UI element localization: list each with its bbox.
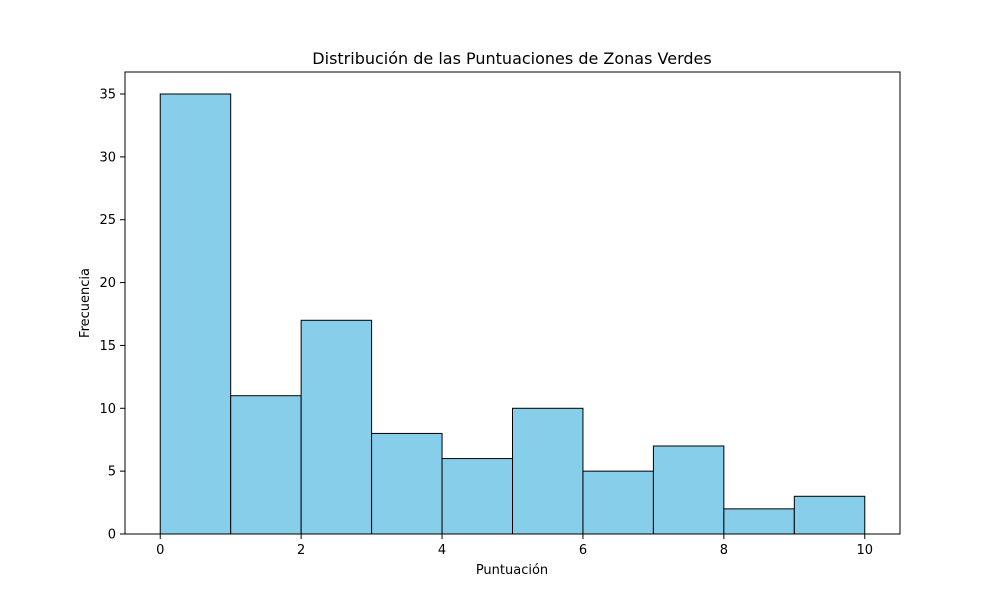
histogram-bar xyxy=(723,508,795,535)
x-axis-label: Puntuación xyxy=(476,563,548,578)
y-tick-label: 25 xyxy=(99,213,116,228)
x-tick-label: 4 xyxy=(438,543,446,558)
x-tick-label: 0 xyxy=(156,543,164,558)
plot-frame xyxy=(124,71,901,535)
histogram-bar xyxy=(512,407,584,535)
x-tick-label: 10 xyxy=(856,543,873,558)
histogram-bar xyxy=(230,395,302,535)
x-tick-label: 2 xyxy=(297,543,305,558)
y-tick-label: 20 xyxy=(99,276,116,291)
y-tick-label: 15 xyxy=(99,339,116,354)
chart-title: Distribución de las Puntuaciones de Zona… xyxy=(312,49,711,68)
histogram-bar xyxy=(441,458,513,535)
y-tick-label: 5 xyxy=(108,465,116,480)
histogram-bar xyxy=(371,432,443,535)
y-tick-label: 0 xyxy=(108,528,116,543)
y-axis-ticks: 0 5 10 15 20 25 30 35 xyxy=(99,88,125,543)
y-tick-label: 10 xyxy=(99,402,116,417)
y-tick-label: 30 xyxy=(99,150,116,165)
bars-group xyxy=(159,93,866,535)
histogram-bar xyxy=(159,93,232,535)
histogram-bar xyxy=(300,319,373,535)
x-tick-label: 8 xyxy=(720,543,728,558)
y-tick-label: 35 xyxy=(99,88,116,103)
x-axis-ticks: 0 2 4 6 8 10 xyxy=(156,534,873,558)
histogram-bar xyxy=(582,470,654,535)
histogram-bar xyxy=(793,495,866,535)
y-axis-label: Frecuencia xyxy=(78,268,93,338)
histogram-bar xyxy=(652,445,725,535)
x-tick-label: 6 xyxy=(579,543,587,558)
